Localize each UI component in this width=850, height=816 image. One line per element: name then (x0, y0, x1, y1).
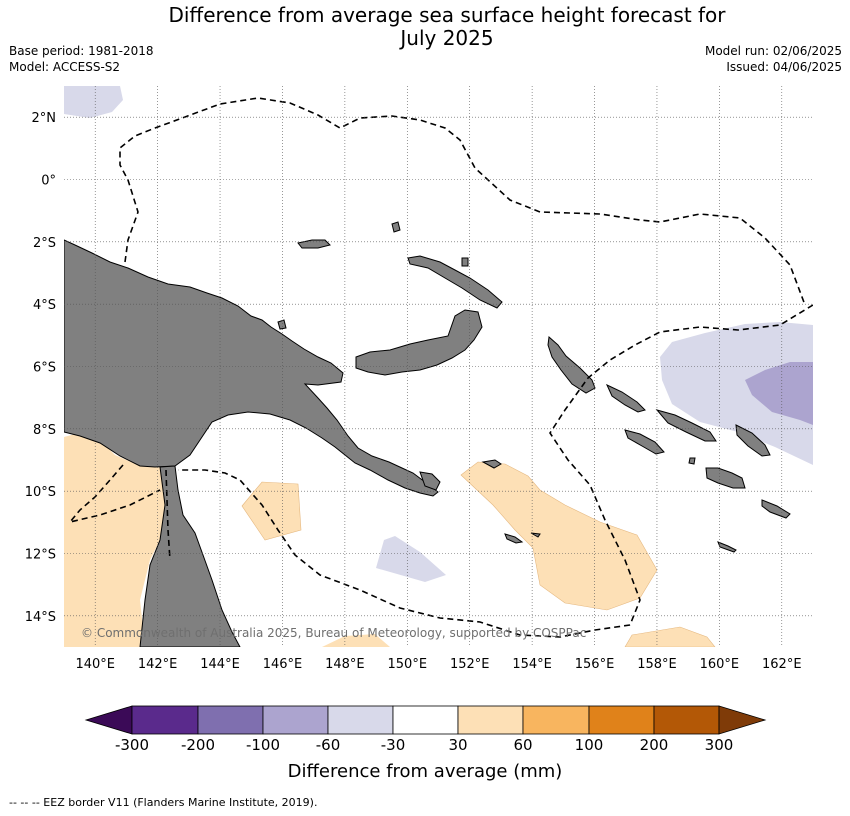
x-tick-labels: 140°E 142°E 144°E 146°E 148°E 150°E 152°E 154°E… (75, 657, 801, 672)
y-tick-labels: 2°N 0° 2°S 4°S 6°S 8°S 10°S 12°S 14°S (25, 111, 56, 625)
chart-title: Difference from average sea surface heig… (0, 4, 850, 50)
colorbar-tick-label: 30 (448, 736, 468, 754)
bougainville (547, 335, 596, 394)
title-line-2: July 2025 (400, 26, 494, 50)
map-area (64, 86, 813, 647)
makira (761, 499, 791, 519)
x-tick-label: 154°E (512, 657, 552, 672)
issued-date: Issued: 04/06/2025 (726, 60, 842, 74)
y-tick-label: 8°S (33, 423, 56, 438)
anomaly-neg30-north (64, 86, 123, 118)
eez-png-south (178, 469, 631, 638)
colorbar-tick-label: 60 (513, 736, 533, 754)
y-tick-label: 0° (41, 174, 56, 189)
x-tick-label: 152°E (450, 657, 490, 672)
y-tick-label: 4°S (33, 298, 56, 313)
colorbar (84, 705, 767, 735)
small-island-4 (717, 541, 737, 553)
x-tick-label: 160°E (700, 657, 740, 672)
rossel-misima (504, 532, 541, 544)
colorbar-tick-label: -60 (315, 736, 341, 754)
guadalcanal (705, 467, 746, 489)
copyright-notice: © Commonwealth of Australia 2025, Bureau… (81, 626, 586, 640)
meta-left: Base period: 1981-2018 Model: ACCESS-S2 (9, 43, 154, 75)
anomaly-pos30-coral-sea (241, 481, 302, 541)
colorbar-segment (522, 705, 590, 735)
x-tick-label: 146°E (263, 657, 303, 672)
new-ireland (407, 255, 503, 309)
colorbar-extend-low (84, 705, 133, 735)
x-tick-label: 144°E (200, 657, 240, 672)
colorbar-tick-label: -200 (180, 736, 216, 754)
small-island-1 (391, 221, 401, 233)
y-tick-label: 12°S (25, 548, 56, 563)
fergusson-islands (419, 471, 441, 491)
y-tick-label: 10°S (25, 485, 56, 500)
santa-isabel (655, 409, 717, 442)
meta-right: Model run: 02/06/2025 Issued: 04/06/2025 (705, 43, 842, 75)
x-tick-label: 140°E (75, 657, 115, 672)
eez-footnote: -- -- -- EEZ border V11 (Flanders Marine… (9, 796, 318, 809)
colorbar-segment (262, 705, 329, 735)
colorbar-tick-label: 100 (574, 736, 604, 754)
anomaly-pos30-south-centre (322, 634, 390, 647)
x-tick-label: 158°E (637, 657, 677, 672)
y-tick-label: 2°S (33, 236, 56, 251)
colorbar-segment (131, 705, 199, 735)
colorbar-segment (588, 705, 655, 735)
eez-torres (67, 464, 161, 524)
small-island-3 (277, 319, 287, 330)
base-period: Base period: 1981-2018 (9, 44, 154, 58)
x-tick-label: 162°E (762, 657, 802, 672)
small-island-2 (461, 257, 469, 267)
anomaly-neg30-east (660, 322, 813, 465)
anomaly-fields (64, 86, 813, 647)
colorbar-tick-label: -300 (114, 736, 150, 754)
anomaly-neg30-south (376, 536, 446, 582)
x-tick-label: 156°E (575, 657, 615, 672)
colorbar-extend-high (718, 705, 767, 735)
model-name: Model: ACCESS-S2 (9, 60, 121, 74)
small-island-5 (688, 457, 696, 465)
anomaly-neg60-east (745, 362, 813, 425)
eez-vertical (165, 469, 171, 561)
new-georgia (624, 429, 665, 455)
y-tick-label: 2°N (32, 111, 57, 126)
colorbar-segment (197, 705, 264, 735)
malaita (735, 424, 771, 457)
colorbar-title: Difference from average (mm) (287, 761, 563, 782)
eez-png-solomon (549, 304, 813, 626)
anomaly-pos30-west (64, 430, 175, 647)
anomaly-pos30-southeast (624, 626, 716, 647)
x-tick-label: 148°E (325, 657, 365, 672)
woodlark (481, 459, 502, 469)
colorbar-segment (392, 705, 459, 735)
x-tick-label: 150°E (388, 657, 428, 672)
colorbar-segment (457, 705, 524, 735)
model-run: Model run: 02/06/2025 (704, 44, 842, 58)
choiseul (605, 383, 646, 413)
colorbar-tick-label: 200 (639, 736, 669, 754)
x-tick-label: 142°E (138, 657, 178, 672)
title-line-1: Difference from average sea surface heig… (168, 3, 726, 27)
colorbar-tick-label: -30 (380, 736, 406, 754)
gridlines (64, 86, 813, 647)
colorbar-tick-label: 300 (704, 736, 734, 754)
cape-york (139, 465, 241, 647)
colorbar-segment (327, 705, 394, 735)
colorbar-segment (653, 705, 720, 735)
y-tick-label: 14°S (25, 610, 56, 625)
new-britain (355, 309, 483, 376)
y-tick-label: 6°S (33, 361, 56, 376)
colorbar-tick-label: -100 (245, 736, 281, 754)
